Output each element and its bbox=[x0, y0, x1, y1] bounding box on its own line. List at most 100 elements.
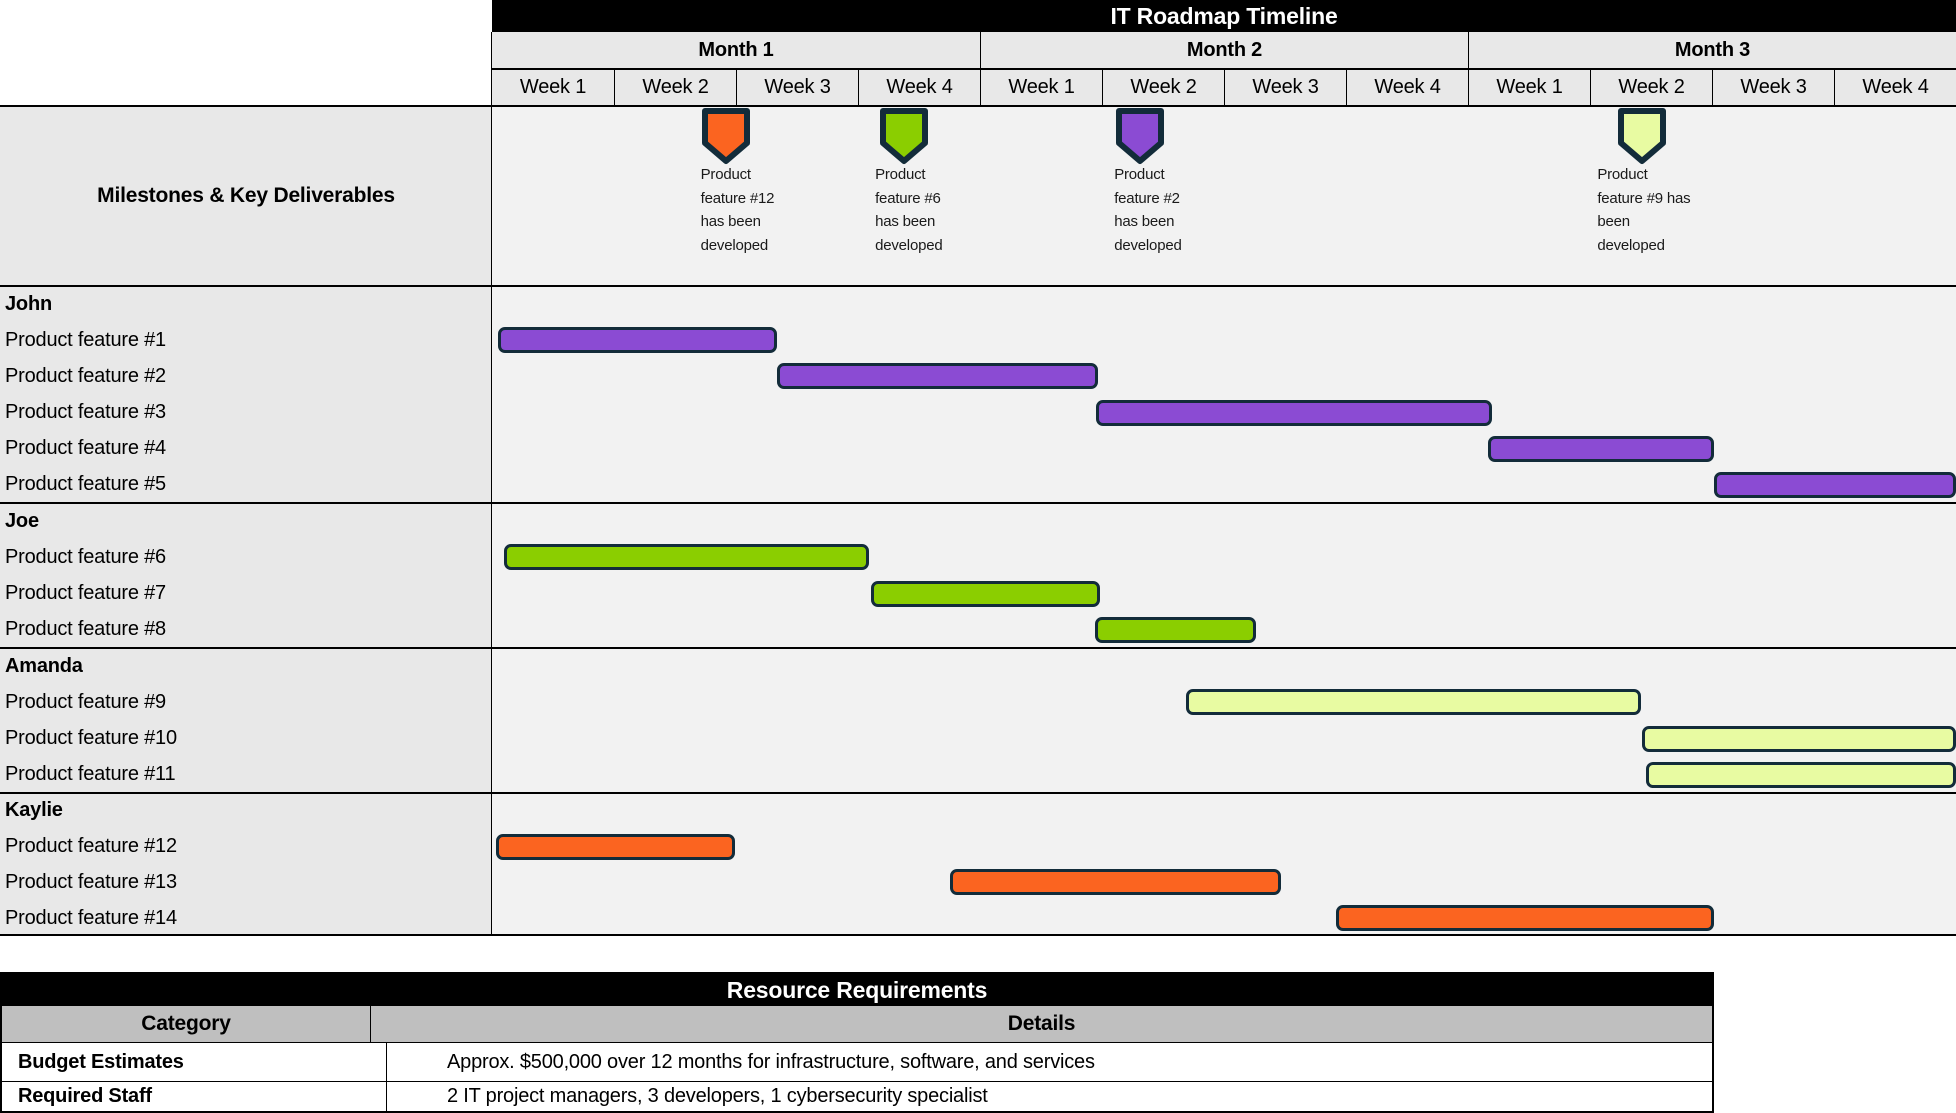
task-label-2-3: Product feature #8 bbox=[5, 618, 166, 641]
resource-table: Resource Requirements Category Details B… bbox=[0, 972, 1714, 1113]
resource-row-budget: Budget Estimates Approx. $500,000 over 1… bbox=[2, 1042, 1712, 1081]
task-label-2-2: Product feature #7 bbox=[5, 582, 166, 605]
staff-category-text: Required Staff bbox=[18, 1085, 152, 1107]
resource-row-staff: Required Staff 2 IT project managers, 3 … bbox=[2, 1081, 1712, 1111]
task-label-4-2: Product feature #13 bbox=[5, 870, 177, 893]
milestone-note-line: Product bbox=[700, 166, 751, 183]
task-label-4-1: Product feature #12 bbox=[5, 835, 177, 858]
section-label-john: John bbox=[5, 292, 52, 315]
milestone-note-line: developed bbox=[1597, 236, 1665, 254]
task-label-1-2: Product feature #2 bbox=[5, 364, 166, 387]
section-label-kaylie: Kaylie bbox=[5, 799, 63, 822]
week-cell-m1-w2: Week 2 bbox=[614, 69, 736, 106]
timeline-background bbox=[492, 106, 1956, 936]
week-cell-m1-w1: Week 1 bbox=[492, 69, 614, 106]
task-label-4-3: Product feature #14 bbox=[5, 906, 177, 929]
gantt-bar-product-feature-8[interactable] bbox=[1094, 616, 1256, 643]
milestone-note-3: Product feature #2 has been developed bbox=[1114, 163, 1264, 257]
grid-line-h6 bbox=[492, 68, 1956, 70]
gantt-bar-product-feature-4[interactable] bbox=[1487, 435, 1715, 462]
task-label-1-5: Product feature #5 bbox=[5, 473, 166, 496]
week-cell-m2-w1: Week 1 bbox=[980, 69, 1102, 106]
milestone-marker-icon[interactable] bbox=[878, 107, 930, 165]
resource-row-budget-category: Budget Estimates bbox=[2, 1043, 386, 1081]
milestone-note-line: has been bbox=[875, 213, 936, 230]
milestone-note-line: Product bbox=[1114, 166, 1165, 183]
week-cell-m1-w3: Week 3 bbox=[736, 69, 858, 106]
grid-line-h2 bbox=[0, 501, 1956, 504]
grid-line-left-column bbox=[490, 32, 492, 936]
task-label-3-2: Product feature #10 bbox=[5, 727, 177, 750]
gantt-bar-product-feature-14[interactable] bbox=[1336, 905, 1715, 932]
task-label-1-4: Product feature #4 bbox=[5, 437, 166, 460]
gantt-bar-product-feature-2[interactable] bbox=[777, 363, 1099, 390]
resource-row-budget-details: Approx. $500,000 over 12 months for infr… bbox=[386, 1043, 1712, 1081]
gantt-bar-product-feature-13[interactable] bbox=[949, 869, 1282, 896]
resource-col-details: Details bbox=[370, 1006, 1712, 1042]
milestones-header-cell: Milestones & Key Deliverables bbox=[0, 106, 492, 286]
month-cell-3: Month 3 bbox=[1468, 32, 1956, 69]
week-cell-m3-w2: Week 2 bbox=[1590, 69, 1712, 106]
gantt-bar-product-feature-9[interactable] bbox=[1186, 689, 1642, 716]
milestone-note-line: developed bbox=[700, 236, 769, 254]
resource-row-staff-category: Required Staff bbox=[2, 1082, 386, 1111]
grid-line-h5 bbox=[0, 934, 1956, 936]
milestone-note-line: Product bbox=[875, 166, 926, 183]
milestone-note-line: feature #12 bbox=[700, 189, 775, 207]
week-cell-m1-w4: Week 4 bbox=[858, 69, 980, 106]
milestone-note-4: Product feature #9 has been developed bbox=[1597, 163, 1747, 257]
task-label-1-1: Product feature #1 bbox=[5, 328, 166, 351]
gantt-bar-product-feature-5[interactable] bbox=[1714, 471, 1956, 498]
gantt-bar-product-feature-11[interactable] bbox=[1646, 761, 1956, 788]
milestone-note-line: feature #9 has bbox=[1597, 189, 1691, 207]
week-cell-m2-w4: Week 4 bbox=[1346, 69, 1468, 106]
milestone-note-line: developed bbox=[875, 236, 943, 254]
resource-col-category: Category bbox=[2, 1006, 370, 1042]
staff-details-text: 2 IT project managers, 3 developers, 1 c… bbox=[447, 1085, 988, 1107]
milestone-note-1: Product feature #12 has been developed bbox=[701, 163, 851, 257]
section-label-joe: Joe bbox=[5, 509, 39, 532]
milestone-marker-icon[interactable] bbox=[1616, 107, 1668, 165]
gantt-bar-product-feature-3[interactable] bbox=[1095, 399, 1493, 426]
task-label-1-3: Product feature #3 bbox=[5, 401, 166, 424]
milestone-note-line: feature #6 bbox=[875, 189, 941, 207]
details-header-text: Details bbox=[1007, 1012, 1076, 1035]
resource-table-title: Resource Requirements bbox=[2, 974, 1712, 1006]
resource-table-header-row: Category Details bbox=[2, 1006, 1712, 1042]
month-cell-1: Month 1 bbox=[492, 32, 980, 69]
milestone-marker-icon[interactable] bbox=[700, 107, 752, 165]
section-label-amanda: Amanda bbox=[5, 654, 83, 677]
gantt-title-bar: IT Roadmap Timeline bbox=[492, 0, 1956, 32]
milestone-note-line: Product bbox=[1597, 166, 1648, 183]
grid-line-h3 bbox=[0, 646, 1956, 649]
resource-table-title-text: Resource Requirements bbox=[726, 976, 988, 1003]
milestone-note-line: developed bbox=[1114, 236, 1182, 254]
grid-line-h0 bbox=[0, 105, 1956, 107]
milestone-note-line: been bbox=[1597, 213, 1630, 230]
milestone-note-2: Product feature #6 has been developed bbox=[875, 163, 1025, 257]
gantt-bar-product-feature-1[interactable] bbox=[498, 327, 778, 354]
budget-details-text: Approx. $500,000 over 12 months for infr… bbox=[447, 1050, 1095, 1073]
milestone-note-line: feature #2 bbox=[1114, 189, 1180, 207]
milestone-marker-icon[interactable] bbox=[1114, 107, 1166, 165]
milestone-note-line: has been bbox=[700, 213, 761, 230]
gantt-bar-product-feature-12[interactable] bbox=[495, 833, 735, 860]
gantt-bar-product-feature-10[interactable] bbox=[1642, 725, 1956, 752]
gantt-bar-product-feature-6[interactable] bbox=[504, 544, 869, 571]
gantt-bar-product-feature-7[interactable] bbox=[871, 580, 1100, 607]
task-label-2-1: Product feature #6 bbox=[5, 545, 166, 568]
week-cell-m3-w1: Week 1 bbox=[1468, 69, 1590, 106]
budget-category-text: Budget Estimates bbox=[18, 1050, 184, 1073]
task-label-3-1: Product feature #9 bbox=[5, 690, 166, 713]
grid-line-h4 bbox=[0, 791, 1956, 794]
week-cell-m2-w3: Week 3 bbox=[1224, 69, 1346, 106]
month-cell-2: Month 2 bbox=[980, 32, 1468, 69]
week-cell-m3-w4: Week 4 bbox=[1834, 69, 1956, 106]
grid-line-h1 bbox=[0, 284, 1956, 287]
task-label-3-3: Product feature #11 bbox=[5, 763, 176, 786]
week-cell-m2-w2: Week 2 bbox=[1102, 69, 1224, 106]
resource-row-staff-details: 2 IT project managers, 3 developers, 1 c… bbox=[386, 1082, 1712, 1111]
category-header-text: Category bbox=[141, 1012, 231, 1035]
week-cell-m3-w3: Week 3 bbox=[1712, 69, 1834, 106]
